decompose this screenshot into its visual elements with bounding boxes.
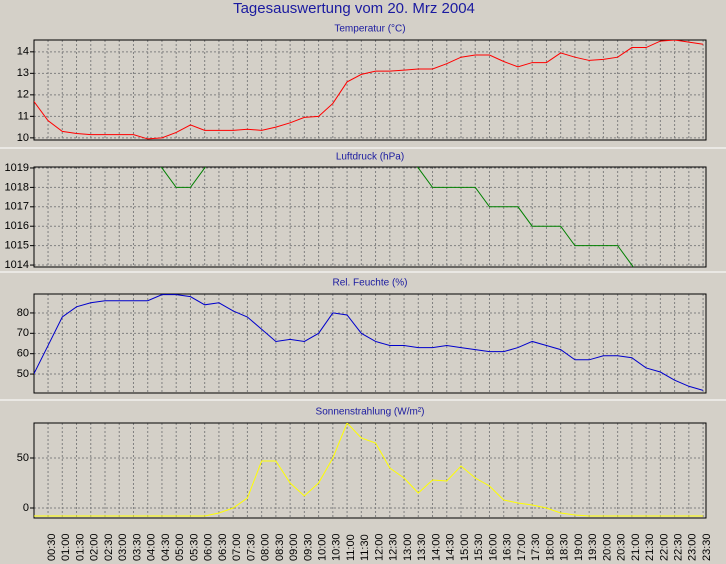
x-tick-label: 14:30: [445, 533, 457, 561]
y-tick-label: 11: [18, 110, 29, 122]
panel-title: Luftdruck (hPa): [336, 152, 404, 163]
x-tick-label: 06:00: [203, 533, 215, 561]
x-tick-label: 05:30: [188, 533, 200, 561]
x-tick-label: 03:30: [131, 533, 143, 561]
x-tick-label: 17:30: [530, 533, 542, 561]
x-tick-label: 21:30: [644, 533, 656, 561]
x-tick-label: 07:30: [245, 533, 257, 561]
chart-title: Tagesauswertung vom 20. Mrz 2004: [233, 0, 475, 17]
y-tick-label: 1014: [5, 259, 29, 271]
y-tick-label: 1019: [5, 162, 29, 174]
y-tick-label: 50: [17, 452, 29, 464]
x-tick-label: 01:00: [60, 533, 72, 561]
x-tick-label: 17:00: [516, 533, 528, 561]
y-tick-label: 60: [17, 348, 29, 360]
x-tick-label: 12:30: [388, 533, 400, 561]
x-tick-label: 09:30: [302, 533, 314, 561]
x-tick-label: 18:00: [544, 533, 556, 561]
panel-title: Rel. Feuchte (%): [332, 278, 407, 289]
x-tick-label: 23:30: [701, 533, 713, 561]
x-tick-label: 04:00: [146, 533, 158, 561]
data-line: [34, 423, 704, 517]
plot-frame: [33, 422, 707, 519]
x-tick-label: 10:00: [317, 533, 329, 561]
x-tick-label: 04:30: [160, 533, 172, 561]
x-tick-label: 11:30: [359, 534, 371, 561]
y-tick-label: 12: [17, 89, 29, 101]
x-tick-label: 11:00: [345, 534, 357, 561]
x-tick-label: 08:30: [274, 533, 286, 561]
x-tick-label: 12:00: [373, 533, 385, 561]
y-tick-label: 14: [17, 46, 29, 58]
x-tick-label: 06:30: [217, 533, 229, 561]
y-tick-label: 1015: [5, 240, 29, 252]
y-tick-label: 10: [17, 132, 29, 144]
x-tick-label: 16:30: [502, 533, 514, 561]
x-tick-label: 20:30: [616, 533, 628, 561]
y-tick-label: 1017: [5, 201, 29, 213]
panel-title: Temperatur (°C): [334, 24, 405, 35]
plot-frame: [33, 39, 707, 141]
x-tick-label: 00:30: [46, 533, 58, 561]
x-tick-label: 08:00: [260, 533, 272, 561]
x-tick-label: 01:30: [74, 533, 86, 561]
y-tick-label: 13: [17, 67, 29, 79]
plot-frame: [33, 166, 707, 268]
y-tick-label: 80: [17, 307, 29, 319]
x-tick-label: 19:00: [573, 533, 585, 561]
x-tick-label: 02:30: [103, 533, 115, 561]
x-tick-label: 13:00: [402, 533, 414, 561]
x-tick-label: 13:30: [416, 533, 428, 561]
x-tick-label: 16:00: [487, 533, 499, 561]
x-tick-label: 09:00: [288, 533, 300, 561]
x-tick-label: 22:00: [658, 533, 670, 561]
x-tick-label: 18:30: [559, 533, 571, 561]
y-tick-label: 0: [23, 502, 29, 514]
data-line: [34, 294, 704, 391]
data-line: [34, 40, 704, 140]
plot-frame: [33, 293, 707, 394]
x-tick-label: 15:00: [459, 533, 471, 561]
y-tick-label: 1018: [5, 181, 29, 193]
x-tick-label: 15:30: [473, 533, 485, 561]
x-tick-label: 23:00: [687, 533, 699, 561]
y-tick-label: 70: [17, 327, 29, 339]
x-tick-label: 07:00: [231, 533, 243, 561]
x-tick-label: 22:30: [673, 533, 685, 561]
x-tick-label: 19:30: [587, 533, 599, 561]
x-tick-label: 05:00: [174, 533, 186, 561]
y-tick-label: 50: [17, 368, 29, 380]
y-tick-label: 1016: [5, 220, 29, 232]
x-tick-label: 02:00: [89, 533, 101, 561]
x-tick-label: 10:30: [331, 533, 343, 561]
x-tick-label: 14:00: [430, 533, 442, 561]
x-tick-label: 20:00: [601, 533, 613, 561]
data-line: [160, 167, 634, 267]
panel-title: Sonnenstrahlung (W/m²): [316, 407, 425, 418]
x-tick-label: 21:00: [630, 533, 642, 561]
x-tick-label: 03:00: [117, 533, 129, 561]
